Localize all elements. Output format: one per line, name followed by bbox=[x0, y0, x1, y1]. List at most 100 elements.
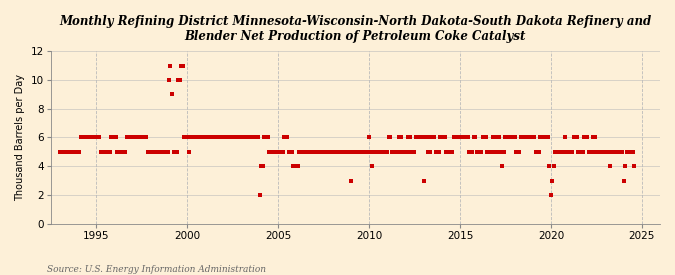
Point bbox=[250, 135, 261, 140]
Point bbox=[200, 135, 211, 140]
Point bbox=[414, 135, 425, 140]
Point bbox=[426, 135, 437, 140]
Point bbox=[103, 150, 114, 154]
Point bbox=[176, 63, 186, 68]
Point bbox=[623, 150, 634, 154]
Point bbox=[500, 135, 511, 140]
Point bbox=[156, 150, 167, 154]
Point bbox=[188, 135, 198, 140]
Point bbox=[601, 150, 612, 154]
Point bbox=[374, 150, 385, 154]
Point bbox=[568, 135, 579, 140]
Point bbox=[65, 150, 76, 154]
Point bbox=[560, 150, 571, 154]
Point bbox=[472, 150, 483, 154]
Point bbox=[122, 135, 132, 140]
Point bbox=[225, 135, 236, 140]
Point bbox=[227, 135, 238, 140]
Point bbox=[182, 135, 192, 140]
Point bbox=[386, 150, 397, 154]
Point bbox=[290, 164, 300, 169]
Point bbox=[567, 150, 578, 154]
Point bbox=[309, 150, 320, 154]
Point bbox=[368, 150, 379, 154]
Point bbox=[418, 178, 429, 183]
Point bbox=[380, 150, 391, 154]
Point bbox=[77, 135, 88, 140]
Point bbox=[277, 150, 288, 154]
Point bbox=[578, 135, 589, 140]
Point bbox=[297, 150, 308, 154]
Point bbox=[288, 164, 298, 169]
Point bbox=[92, 135, 103, 140]
Point bbox=[130, 135, 141, 140]
Point bbox=[74, 150, 85, 154]
Point bbox=[415, 135, 426, 140]
Point bbox=[524, 135, 535, 140]
Point bbox=[338, 150, 348, 154]
Point bbox=[599, 150, 610, 154]
Point bbox=[292, 164, 303, 169]
Point bbox=[565, 150, 576, 154]
Point bbox=[153, 150, 164, 154]
Point bbox=[420, 135, 431, 140]
Point bbox=[258, 164, 269, 169]
Point bbox=[163, 78, 174, 82]
Point bbox=[285, 150, 296, 154]
Point bbox=[242, 135, 253, 140]
Point bbox=[111, 135, 122, 140]
Point bbox=[171, 150, 182, 154]
Point bbox=[533, 150, 544, 154]
Point bbox=[471, 150, 482, 154]
Point bbox=[465, 150, 476, 154]
Point bbox=[82, 135, 92, 140]
Point bbox=[133, 135, 144, 140]
Point bbox=[449, 135, 460, 140]
Point bbox=[300, 150, 310, 154]
Point bbox=[230, 135, 241, 140]
Point bbox=[527, 135, 538, 140]
Point bbox=[85, 135, 96, 140]
Point bbox=[574, 150, 585, 154]
Point bbox=[504, 135, 515, 140]
Point bbox=[244, 135, 254, 140]
Point bbox=[358, 150, 369, 154]
Point bbox=[594, 150, 605, 154]
Point bbox=[577, 150, 588, 154]
Point bbox=[580, 135, 591, 140]
Point bbox=[274, 150, 285, 154]
Point bbox=[279, 135, 290, 140]
Point bbox=[315, 150, 326, 154]
Point bbox=[221, 135, 232, 140]
Point bbox=[379, 150, 389, 154]
Point bbox=[57, 150, 68, 154]
Point bbox=[470, 135, 481, 140]
Point bbox=[515, 135, 526, 140]
Point bbox=[402, 150, 412, 154]
Point bbox=[306, 150, 317, 154]
Point bbox=[537, 135, 547, 140]
Point bbox=[195, 135, 206, 140]
Point bbox=[583, 150, 594, 154]
Point bbox=[135, 135, 146, 140]
Point bbox=[186, 135, 197, 140]
Point bbox=[91, 135, 102, 140]
Point bbox=[326, 150, 337, 154]
Point bbox=[367, 164, 377, 169]
Point bbox=[183, 150, 194, 154]
Point bbox=[256, 164, 267, 169]
Point bbox=[319, 150, 330, 154]
Point bbox=[535, 135, 545, 140]
Point bbox=[352, 150, 362, 154]
Point bbox=[217, 135, 227, 140]
Point bbox=[312, 150, 323, 154]
Point bbox=[162, 150, 173, 154]
Point bbox=[302, 150, 313, 154]
Point bbox=[438, 135, 449, 140]
Point bbox=[115, 150, 126, 154]
Point bbox=[113, 150, 124, 154]
Point bbox=[232, 135, 242, 140]
Point bbox=[521, 135, 532, 140]
Point bbox=[281, 135, 292, 140]
Point bbox=[209, 135, 220, 140]
